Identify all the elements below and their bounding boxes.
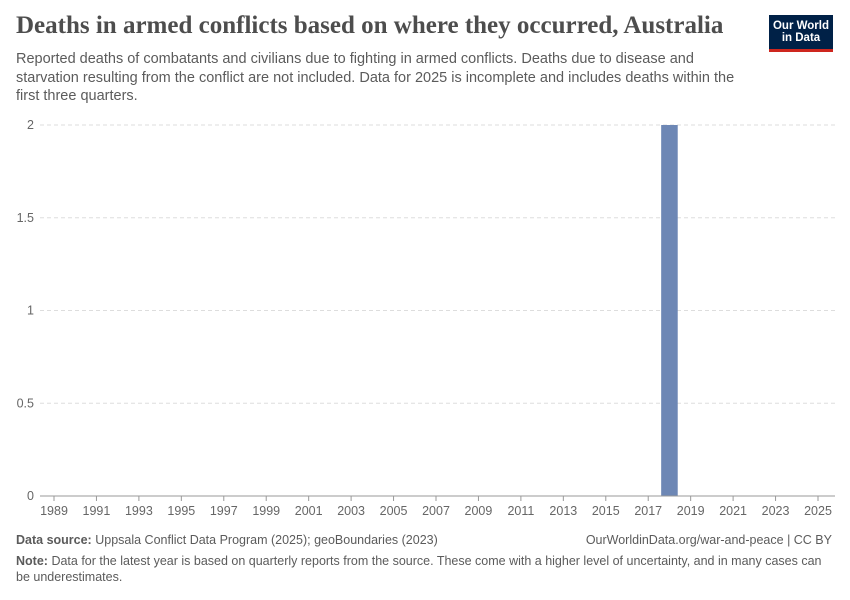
x-tick-label: 2003 bbox=[337, 504, 365, 518]
x-tick-label: 2011 bbox=[507, 504, 534, 518]
y-axis-labels: 0 0.5 1 1.5 2 bbox=[17, 118, 34, 503]
note-text: Data for the latest year is based on qua… bbox=[16, 554, 822, 584]
y-tick-label: 1 bbox=[27, 304, 34, 318]
x-tick-label: 1993 bbox=[125, 504, 153, 518]
y-tick-label: 1.5 bbox=[17, 211, 34, 225]
y-tick-label: 0.5 bbox=[17, 396, 34, 410]
x-tick-label: 2009 bbox=[465, 504, 493, 518]
owid-link[interactable]: OurWorldinData.org/war-and-peace | CC BY bbox=[585, 533, 832, 547]
x-tick-label: 2001 bbox=[295, 504, 323, 518]
bars bbox=[661, 125, 678, 496]
x-tick-label: 2019 bbox=[677, 504, 705, 518]
chart-title: Deaths in armed conflicts based on where… bbox=[16, 12, 724, 39]
note-label: Note: bbox=[16, 554, 48, 568]
x-tick-label: 1997 bbox=[210, 504, 238, 518]
x-tick-label: 2015 bbox=[592, 504, 620, 518]
x-tick-label: 2025 bbox=[804, 504, 832, 518]
x-tick-label: 2013 bbox=[549, 504, 577, 518]
chart-subtitle: Reported deaths of combatants and civili… bbox=[16, 51, 735, 104]
gridlines bbox=[40, 124, 835, 404]
x-tick-label: 1991 bbox=[83, 504, 111, 518]
chart-note: Note: Data for the latest year is based … bbox=[16, 553, 826, 585]
owid-logo[interactable]: Our World in Data bbox=[769, 15, 833, 52]
x-tick-label: 2023 bbox=[762, 504, 790, 518]
x-tick-label: 1989 bbox=[40, 504, 68, 518]
x-tick-label: 2021 bbox=[719, 504, 747, 518]
x-tick-label: 2005 bbox=[380, 504, 408, 518]
y-tick-label: 2 bbox=[27, 118, 34, 132]
x-tick-label: 1995 bbox=[167, 504, 195, 518]
x-tick-label: 2017 bbox=[634, 504, 662, 518]
data-source-label: Data source: bbox=[16, 533, 92, 547]
bar-2018[interactable] bbox=[661, 125, 678, 496]
x-axis: 1989 1991 1993 1995 1997 1999 2001 2003 2005 2007… bbox=[40, 495, 835, 518]
x-tick-label: 1999 bbox=[252, 504, 280, 518]
y-tick-label: 0 bbox=[27, 489, 34, 503]
data-source: Data source: Uppsala Conflict Data Progr… bbox=[16, 533, 438, 547]
data-source-text: Uppsala Conflict Data Program (2025); ge… bbox=[95, 533, 438, 547]
logo-line-2: in Data bbox=[781, 32, 821, 44]
x-tick-label: 2007 bbox=[422, 504, 450, 518]
logo-line-1: Our World bbox=[772, 19, 829, 32]
